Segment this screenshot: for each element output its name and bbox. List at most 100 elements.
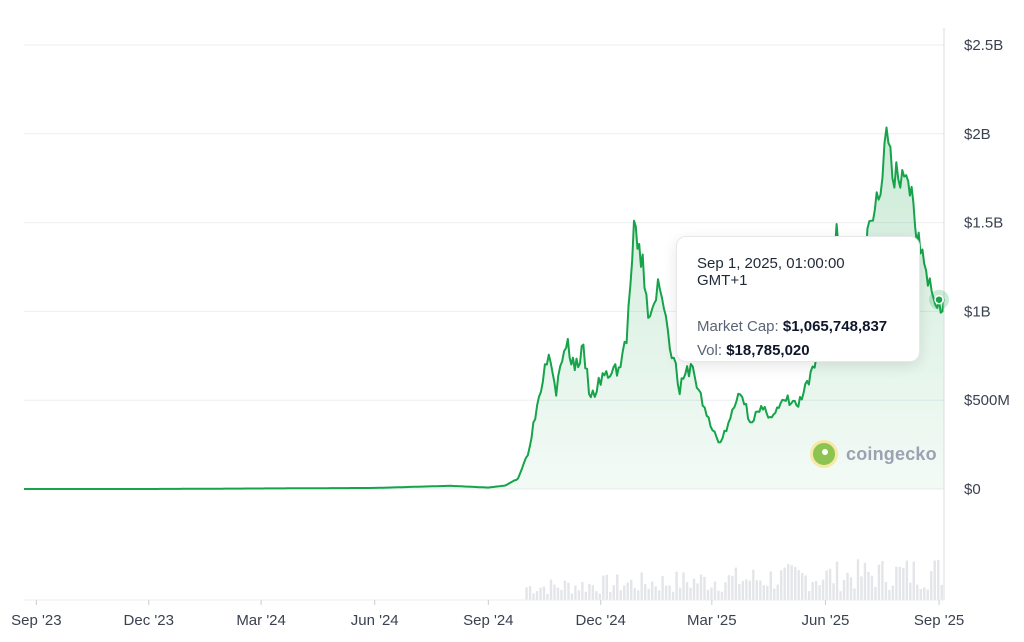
x-tick-label-1: Dec '23 bbox=[124, 612, 174, 629]
volume-bar bbox=[643, 584, 647, 600]
volume-bar bbox=[535, 591, 539, 600]
axes bbox=[24, 28, 945, 601]
x-tick-label-0: Sep '23 bbox=[11, 612, 61, 629]
volume-bar bbox=[553, 584, 556, 600]
volume-bar bbox=[616, 574, 619, 600]
volume-bar bbox=[909, 582, 912, 600]
volume-bar bbox=[640, 572, 643, 600]
gecko-logo-icon bbox=[810, 440, 838, 468]
volume-bar bbox=[821, 579, 825, 600]
volume-bar bbox=[741, 580, 745, 600]
x-axis-ticks: Sep '23 Dec '23 Mar '24 Jun '24 Sep '24 Dec '… bbox=[11, 600, 964, 629]
volume-bar bbox=[846, 572, 849, 600]
volume-bar bbox=[818, 585, 821, 600]
volume-bar bbox=[933, 560, 936, 600]
volume-bar bbox=[727, 575, 731, 600]
volume-bar bbox=[839, 591, 842, 600]
volume-bar bbox=[807, 591, 811, 600]
volume-bar bbox=[745, 579, 748, 600]
volume-bar bbox=[874, 586, 877, 600]
volume-bar bbox=[814, 580, 818, 600]
volume-bar bbox=[766, 585, 769, 600]
volume-bar bbox=[783, 567, 786, 600]
volume-bar bbox=[811, 582, 814, 600]
volume-bar bbox=[835, 561, 839, 600]
volume-bar bbox=[884, 582, 888, 600]
volume-bar bbox=[905, 560, 909, 600]
volume-bar bbox=[776, 584, 779, 600]
volume-bar bbox=[626, 582, 629, 600]
volume-bar bbox=[647, 588, 650, 600]
volume-bar bbox=[567, 582, 570, 600]
volume-bar bbox=[926, 589, 929, 600]
volume-bar bbox=[619, 590, 622, 600]
volume-bar bbox=[584, 591, 588, 600]
y-tick-label-2: $1B bbox=[964, 303, 991, 320]
volume-bar bbox=[549, 579, 553, 600]
volume-bar bbox=[790, 565, 793, 600]
volume-bar bbox=[888, 589, 891, 600]
volume-bar bbox=[570, 593, 574, 600]
market-cap-line[interactable] bbox=[24, 126, 945, 490]
volume-bar bbox=[525, 587, 528, 600]
volume-bar bbox=[668, 585, 671, 600]
volume-bar bbox=[717, 590, 720, 600]
volume-bar bbox=[804, 575, 807, 600]
volume-bar bbox=[793, 566, 797, 600]
volume-bar bbox=[654, 586, 657, 600]
volume-bar bbox=[612, 585, 615, 600]
volume-bar bbox=[539, 587, 542, 600]
volume-bar bbox=[577, 590, 581, 600]
volume-bar bbox=[678, 587, 682, 600]
volume-bar bbox=[860, 576, 863, 600]
volume-bar bbox=[710, 587, 713, 600]
volume-bar bbox=[602, 575, 605, 600]
volume-bar bbox=[595, 591, 598, 600]
volume-bar bbox=[797, 570, 800, 600]
tooltip-date: Sep 1, 2025, 01:00:00 GMT+1 bbox=[697, 255, 845, 289]
volume-bar bbox=[787, 564, 790, 600]
tooltip-market-cap-value: $1,065,748,837 bbox=[782, 318, 888, 335]
volume-bar bbox=[630, 579, 633, 600]
volume-bar bbox=[849, 577, 853, 600]
y-tick-label-0: $0 bbox=[964, 481, 981, 498]
tooltip-volume-label: Vol: bbox=[697, 342, 723, 359]
volume-bars bbox=[525, 559, 943, 600]
volume-bar bbox=[755, 580, 759, 600]
volume-bar bbox=[685, 582, 689, 600]
volume-bar bbox=[609, 591, 612, 600]
volume-bar bbox=[713, 581, 717, 600]
volume-bar bbox=[930, 571, 933, 600]
volume-bar bbox=[720, 591, 724, 600]
volume-bar bbox=[937, 559, 940, 600]
x-tick-label-7: Jun '25 bbox=[801, 612, 849, 629]
volume-bar bbox=[563, 580, 567, 600]
volume-bar bbox=[706, 589, 710, 600]
volume-bar bbox=[853, 588, 856, 600]
volume-bar bbox=[731, 575, 734, 600]
volume-bar bbox=[657, 590, 661, 600]
volume-bar bbox=[916, 584, 919, 600]
tooltip-market-cap-label: Market Cap: bbox=[697, 318, 779, 335]
volume-bar bbox=[912, 561, 916, 600]
y-tick-label-4: $2B bbox=[964, 126, 991, 143]
volume-bar bbox=[560, 589, 563, 600]
x-tick-label-5: Dec '24 bbox=[576, 612, 626, 629]
volume-bar bbox=[581, 581, 584, 600]
hover-point bbox=[934, 294, 944, 305]
volume-bar bbox=[867, 571, 870, 600]
volume-bar bbox=[542, 586, 546, 600]
volume-bar bbox=[546, 593, 549, 600]
volume-bar bbox=[940, 584, 943, 600]
volume-bar bbox=[825, 570, 828, 600]
market-cap-area bbox=[24, 127, 944, 489]
volume-bar bbox=[870, 575, 874, 600]
volume-bar bbox=[532, 593, 535, 600]
hover-tooltip: Sep 1, 2025, 01:00:00 GMT+1 Market Cap: … bbox=[676, 236, 920, 362]
volume-bar bbox=[692, 578, 696, 600]
market-cap-line-path[interactable] bbox=[24, 126, 945, 490]
volume-bar bbox=[762, 585, 765, 600]
volume-bar bbox=[637, 590, 640, 600]
